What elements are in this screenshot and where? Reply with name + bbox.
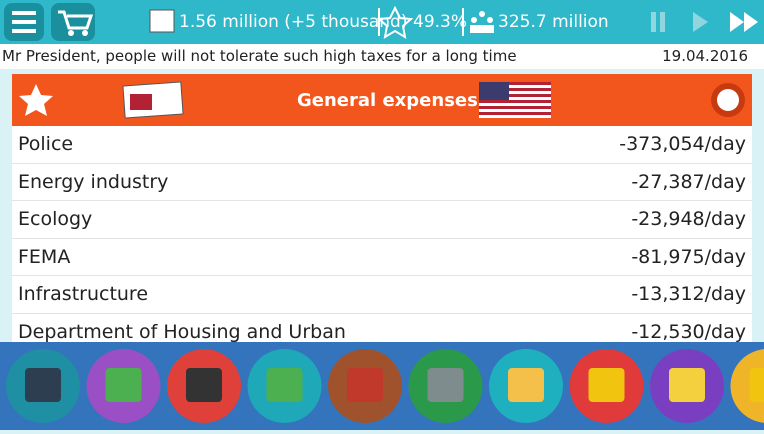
play-button[interactable]: [693, 12, 708, 32]
panel-header: General expenses: [12, 74, 752, 126]
expenses-panel: General expenses Police -373,054/day Energ…: [12, 74, 752, 342]
category-button[interactable]: [87, 349, 161, 423]
expense-amount: -373,054/day: [619, 133, 746, 155]
ticker-date: 19.04.2016: [662, 47, 748, 65]
pause-button[interactable]: [651, 12, 656, 32]
expense-row[interactable]: Department of Housing and Urban -12,530/d…: [12, 314, 752, 343]
category-button[interactable]: [409, 349, 483, 423]
category-button[interactable]: [328, 349, 402, 423]
category-button[interactable]: [6, 349, 80, 423]
money-icon: [150, 10, 174, 32]
expense-name: Energy industry: [18, 171, 168, 193]
panel-title: General expenses: [297, 90, 478, 111]
expense-amount: -27,387/day: [631, 171, 746, 193]
expense-row[interactable]: FEMA -81,975/day: [12, 239, 752, 277]
expense-name: Ecology: [18, 208, 92, 230]
category-bar: [0, 342, 764, 430]
category-button[interactable]: [570, 349, 644, 423]
category-button[interactable]: [167, 349, 241, 423]
flag: [479, 82, 551, 118]
expense-row[interactable]: Energy industry -27,387/day: [12, 164, 752, 202]
people-icon: [470, 11, 494, 33]
category-button[interactable]: [650, 349, 724, 423]
category-icons: [0, 342, 764, 430]
expense-amount: -23,948/day: [631, 208, 746, 230]
expense-amount: -81,975/day: [631, 246, 746, 268]
expense-row[interactable]: Ecology -23,948/day: [12, 201, 752, 239]
expense-amount: -13,312/day: [631, 283, 746, 305]
expense-name: FEMA: [18, 246, 70, 268]
expense-name: Department of Housing and Urban: [18, 321, 346, 343]
fast-forward-button[interactable]: [730, 12, 758, 32]
expense-name: Infrastructure: [18, 283, 148, 305]
expense-list: Police -373,054/day Energy industry -27,387…: [12, 126, 752, 342]
population: 325.7 million: [498, 12, 609, 32]
approval: 49.3%: [413, 12, 467, 32]
news-ticker: Mr President, people will not tolerate s…: [0, 44, 764, 69]
category-button[interactable]: [248, 349, 322, 423]
expense-row[interactable]: Infrastructure -13,312/day: [12, 276, 752, 314]
category-button[interactable]: [489, 349, 563, 423]
ticker-message: Mr President, people will not tolerate s…: [2, 47, 517, 65]
expense-amount: -12,530/day: [631, 321, 746, 343]
expense-row[interactable]: Police -373,054/day: [12, 126, 752, 164]
budget: 1.56 million (+5 thousand): [179, 12, 407, 32]
top-bar: 1.56 million (+5 thousand) 49.3% 325.7 m…: [0, 0, 764, 44]
category-button[interactable]: [731, 349, 764, 423]
expense-name: Police: [18, 133, 73, 155]
